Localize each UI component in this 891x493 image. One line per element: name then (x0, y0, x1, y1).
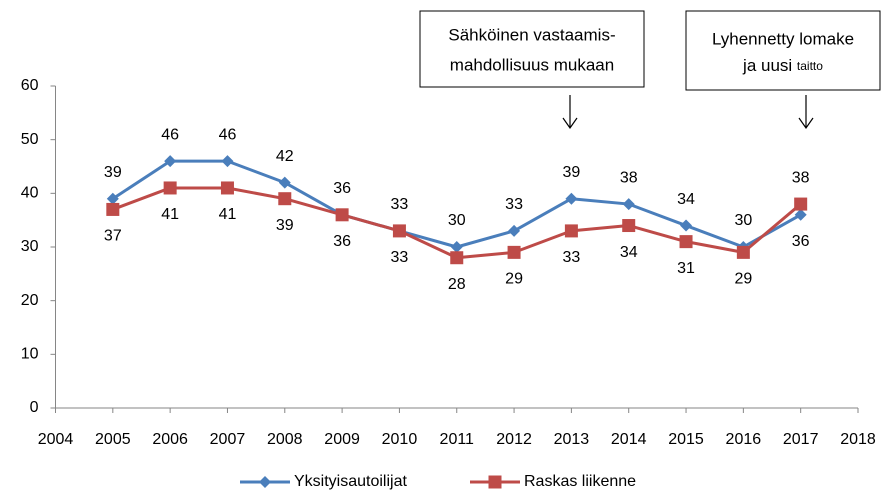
data-label: 30 (448, 212, 466, 229)
annotation-arrow (798, 95, 814, 130)
x-tick-label: 2009 (324, 431, 360, 448)
y-tick-label: 40 (21, 185, 39, 202)
data-label: 46 (161, 126, 179, 143)
series-line (111, 159, 802, 249)
data-label: 33 (391, 249, 409, 266)
marker (278, 176, 291, 189)
marker (564, 224, 578, 238)
data-label: 36 (792, 233, 810, 250)
data-label: 34 (620, 244, 638, 261)
legend-label: Yksityisautoilijat (294, 473, 407, 490)
marker (680, 219, 693, 232)
x-tick-label: 2013 (554, 431, 590, 448)
marker (450, 251, 464, 265)
annotation-text: ja uusi taitto (742, 56, 823, 75)
data-label: 30 (734, 212, 752, 229)
marker (335, 208, 349, 222)
marker (259, 476, 271, 488)
x-tick-label: 2012 (496, 431, 532, 448)
marker (220, 181, 234, 195)
marker (507, 245, 521, 259)
x-tick-label: 2006 (152, 431, 188, 448)
data-label: 33 (562, 249, 580, 266)
data-label: 33 (391, 196, 409, 213)
data-label: 42 (276, 148, 294, 165)
data-label: 28 (448, 276, 466, 293)
x-tick-label: 2014 (611, 431, 647, 448)
data-label: 39 (276, 217, 294, 234)
data-label: 41 (219, 206, 237, 223)
x-tick-label: 2005 (95, 431, 131, 448)
marker (278, 192, 292, 206)
marker (508, 224, 521, 237)
marker (392, 224, 406, 238)
marker (450, 241, 463, 253)
marker (106, 202, 120, 216)
x-tick-label: 2016 (726, 431, 762, 448)
marker (488, 475, 502, 489)
marker (794, 208, 807, 221)
marker (622, 219, 636, 233)
x-tick-label: 2004 (38, 431, 74, 448)
marker (221, 155, 234, 168)
legend-label: Raskas liikenne (524, 473, 636, 490)
data-label: 38 (620, 169, 638, 186)
y-tick-label: 30 (21, 238, 39, 255)
data-label: 36 (333, 180, 351, 197)
marker (736, 245, 750, 259)
x-tick-label: 2015 (668, 431, 704, 448)
data-label: 38 (792, 169, 810, 186)
data-label: 36 (333, 233, 351, 250)
x-tick-label: 2017 (783, 431, 819, 448)
y-tick-label: 60 (21, 77, 39, 94)
annotation-arrow (562, 95, 578, 130)
annotation-text: Sähköinen vastaamis- (448, 25, 615, 44)
data-label: 29 (734, 271, 752, 288)
marker (164, 155, 177, 168)
data-label: 37 (104, 228, 122, 245)
annotation-text: mahdollisuus mukaan (450, 55, 614, 74)
annotation-box (419, 10, 645, 88)
data-label: 46 (219, 126, 237, 143)
x-tick-label: 2010 (382, 431, 418, 448)
marker (106, 192, 119, 205)
x-tick-label: 2018 (840, 431, 876, 448)
data-label: 33 (505, 196, 523, 213)
data-label: 29 (505, 271, 523, 288)
x-tick-label: 2007 (210, 431, 246, 448)
y-tick-label: 50 (21, 131, 39, 148)
data-label: 39 (562, 164, 580, 181)
data-label: 41 (161, 206, 179, 223)
marker (622, 198, 635, 211)
y-tick-label: 20 (21, 292, 39, 309)
annotation-text-small: taitto (797, 59, 823, 73)
marker (794, 197, 808, 211)
marker (163, 181, 177, 195)
y-tick-label: 0 (30, 399, 39, 416)
marker (679, 235, 693, 249)
y-tick-label: 10 (21, 346, 39, 363)
data-label: 34 (677, 191, 695, 208)
data-label: 31 (677, 260, 695, 277)
data-label: 39 (104, 164, 122, 181)
x-tick-label: 2008 (267, 431, 303, 448)
x-tick-label: 2011 (440, 431, 475, 448)
annotation-box (685, 10, 881, 91)
marker (565, 192, 578, 205)
annotation-text: Lyhennetty lomake (712, 29, 854, 48)
annotation-text-part: ja uusi (742, 56, 792, 75)
